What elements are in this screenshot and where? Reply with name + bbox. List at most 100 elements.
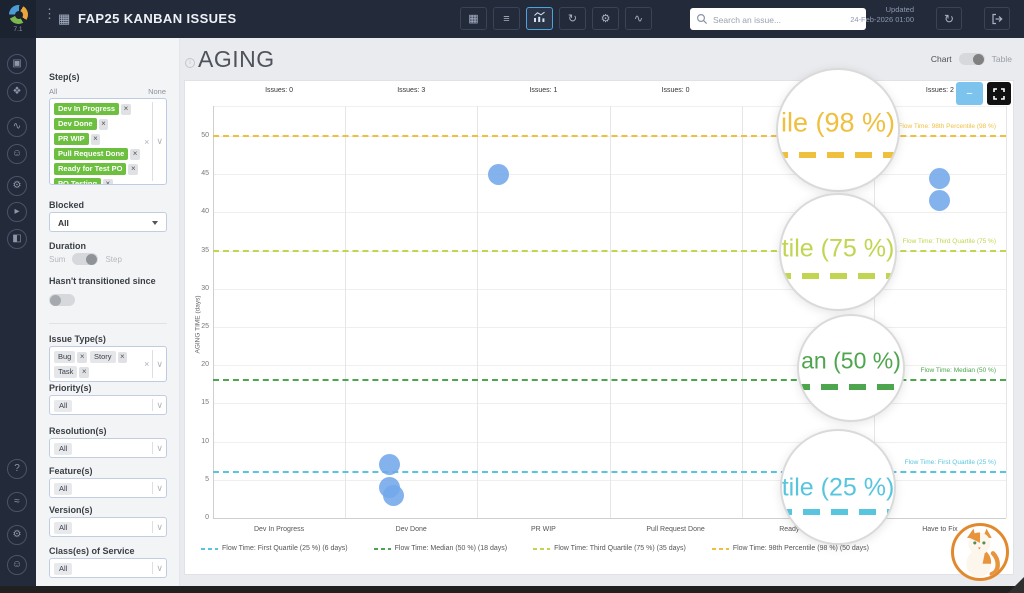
blocked-select[interactable]: All (49, 212, 167, 232)
report-settings-view-button[interactable]: ⚙ (592, 7, 619, 30)
issue-type-tag[interactable]: Story × (90, 351, 128, 363)
step-tag-remove-icon[interactable]: × (90, 133, 101, 145)
chevron-down-icon[interactable]: ∨ (156, 562, 163, 573)
step-tag-remove-icon[interactable]: × (121, 103, 131, 115)
steps-chevron-down-icon[interactable]: ∨ (156, 136, 163, 146)
steps-filter-label: Step(s) (49, 72, 80, 82)
list-view-view-button[interactable]: ≡ (493, 7, 520, 30)
issue-type-tag[interactable]: Task × (54, 366, 90, 378)
flow-metrics-icon: ∿ (633, 13, 644, 25)
step-tag-remove-icon[interactable]: × (103, 178, 113, 184)
left-icon-rail: ▣ ❖ ∿ ☺ ⚙ ▸ ◧? ≈ ⚙ ☺ (0, 38, 36, 593)
logout-button[interactable] (984, 7, 1010, 30)
search-input[interactable] (711, 8, 863, 32)
data-point-pr-wip-0[interactable] (487, 163, 509, 185)
step-tag[interactable]: Dev In Progress × (54, 103, 131, 115)
issue-type-tag[interactable]: Bug × (54, 351, 88, 363)
chart-view-label[interactable]: Chart (930, 54, 952, 64)
filter-label-1: Resolution(s) (49, 426, 107, 436)
table-view-label[interactable]: Table (991, 54, 1012, 64)
zoom-out-button[interactable]: − (956, 82, 983, 105)
steps-clear-icon[interactable]: × (144, 136, 150, 147)
chevron-down-icon[interactable]: ∨ (156, 521, 163, 532)
legend-item-2[interactable]: Flow Time: Third Quartile (75 %) (35 day… (533, 545, 686, 552)
step-tag[interactable]: Dev Done × (54, 118, 109, 130)
assistant-avatar[interactable] (951, 523, 1009, 581)
issues-count-3: Issues: 0 (661, 87, 690, 94)
rail-splitter-icon[interactable]: ◧ (7, 229, 27, 249)
rail-modules-icon[interactable]: ❖ (7, 82, 27, 102)
rail-simulation-settings-icon[interactable]: ▸ (7, 202, 27, 222)
issue-types-multiselect[interactable]: Bug × Story × Task × × ∨ (49, 346, 167, 382)
analytics-chart-view-button[interactable] (526, 7, 553, 30)
app-logo[interactable]: 7.1 (0, 0, 36, 38)
blocked-filter-label: Blocked (49, 200, 85, 210)
y-tick-5: 5 (205, 475, 209, 483)
rail-team-icon[interactable]: ☺ (7, 144, 27, 164)
data-point-have-to-fix-1[interactable] (929, 190, 951, 212)
menu-dots-icon[interactable]: ⋮ (43, 6, 56, 21)
magnified-dash-line-0 (778, 151, 898, 158)
chevron-down-icon[interactable]: ∨ (156, 399, 163, 410)
step-tag[interactable]: Ready for Test PO × (54, 163, 139, 175)
issue-types-chevron-down-icon[interactable]: ∨ (156, 358, 163, 369)
steps-select-none-link[interactable]: None (148, 87, 166, 96)
data-point-have-to-fix-0[interactable] (929, 167, 951, 189)
legend-item-0[interactable]: Flow Time: First Quartile (25 %) (6 days… (201, 545, 348, 552)
steps-select-all-link[interactable]: All (49, 87, 58, 96)
steps-multiselect[interactable]: Dev In Progress × Dev Done × PR WIP × Pull Req… (49, 98, 167, 185)
step-tag[interactable]: Pull Request Done × (54, 148, 140, 160)
hasnt-transitioned-toggle[interactable] (49, 293, 75, 311)
kanban-board-view-button[interactable]: ▦ (460, 7, 487, 30)
step-tag-remove-icon[interactable]: × (98, 118, 109, 130)
data-point-dev-done-0[interactable] (378, 454, 400, 476)
chevron-down-icon[interactable]: ∨ (156, 442, 163, 453)
duration-toggle[interactable] (72, 253, 99, 265)
issues-count-1: Issues: 3 (397, 87, 426, 94)
rail-announcements-icon[interactable]: ≈ (7, 492, 27, 512)
legend-item-3[interactable]: Flow Time: 98th Percentile (98 %) (50 da… (711, 545, 869, 552)
x-label-1: Dev Done (395, 526, 427, 533)
flow-metrics-view-button[interactable]: ∿ (625, 7, 652, 30)
rail-help-icon[interactable]: ? (7, 459, 27, 479)
rail-account-icon[interactable]: ☺ (7, 555, 27, 575)
info-icon[interactable]: i (185, 58, 195, 68)
chart-table-toggle[interactable] (958, 53, 985, 65)
rail-forecast-settings-icon[interactable]: ⚙ (7, 176, 27, 196)
step-tag[interactable]: PR WIP × (54, 133, 101, 145)
fullscreen-button[interactable] (987, 82, 1011, 105)
filter-select-0[interactable]: All ∨ (49, 395, 167, 415)
step-tag-remove-icon[interactable]: × (130, 148, 140, 160)
cycle-flow-view-button[interactable]: ↻ (559, 7, 586, 30)
issue-types-clear-icon[interactable]: × (144, 359, 150, 369)
filter-select-4[interactable]: All ∨ (49, 558, 167, 578)
issues-count-0: Issues: 0 (265, 87, 294, 94)
rail-portfolio-icon[interactable]: ▣ (7, 54, 27, 74)
view-switcher-group: ▦ ≡ ↻ ⚙ ∿ (460, 7, 652, 30)
column-line-5 (873, 106, 875, 518)
issue-type-tag-remove-icon[interactable]: × (79, 366, 90, 378)
duration-sum-label[interactable]: Sum (49, 254, 66, 264)
chevron-down-icon[interactable]: ∨ (156, 482, 163, 493)
percentile-label-1: Flow Time: Median (50 %) (920, 367, 997, 375)
magnifier-lens-2: an (50 %) (797, 314, 905, 422)
issue-type-tag-remove-icon[interactable]: × (77, 351, 88, 363)
filter-select-3[interactable]: All ∨ (49, 517, 167, 537)
data-point-dev-done-2[interactable] (382, 484, 404, 506)
issue-type-tag-remove-icon[interactable]: × (117, 351, 128, 363)
rail-settings-icon[interactable]: ⚙ (7, 525, 27, 545)
filter-select-0-controls: ∨ (152, 396, 163, 414)
step-tag-remove-icon[interactable]: × (128, 163, 139, 175)
y-tick-30: 30 (201, 284, 209, 292)
step-tag[interactable]: PO Testing × (54, 178, 113, 184)
filter-select-1[interactable]: All ∨ (49, 438, 167, 458)
issue-type-tag-label: Bug (54, 351, 76, 363)
step-tag-label: PO Testing (54, 178, 102, 184)
duration-step-label[interactable]: Step (105, 254, 122, 264)
sync-button[interactable]: ↻ (936, 7, 962, 30)
search-icon (696, 13, 708, 25)
rail-flow-metrics-icon[interactable]: ∿ (7, 117, 27, 137)
column-line-3 (609, 106, 611, 518)
legend-item-1[interactable]: Flow Time: Median (50 %) (18 days) (373, 545, 507, 552)
filter-select-2[interactable]: All ∨ (49, 478, 167, 498)
